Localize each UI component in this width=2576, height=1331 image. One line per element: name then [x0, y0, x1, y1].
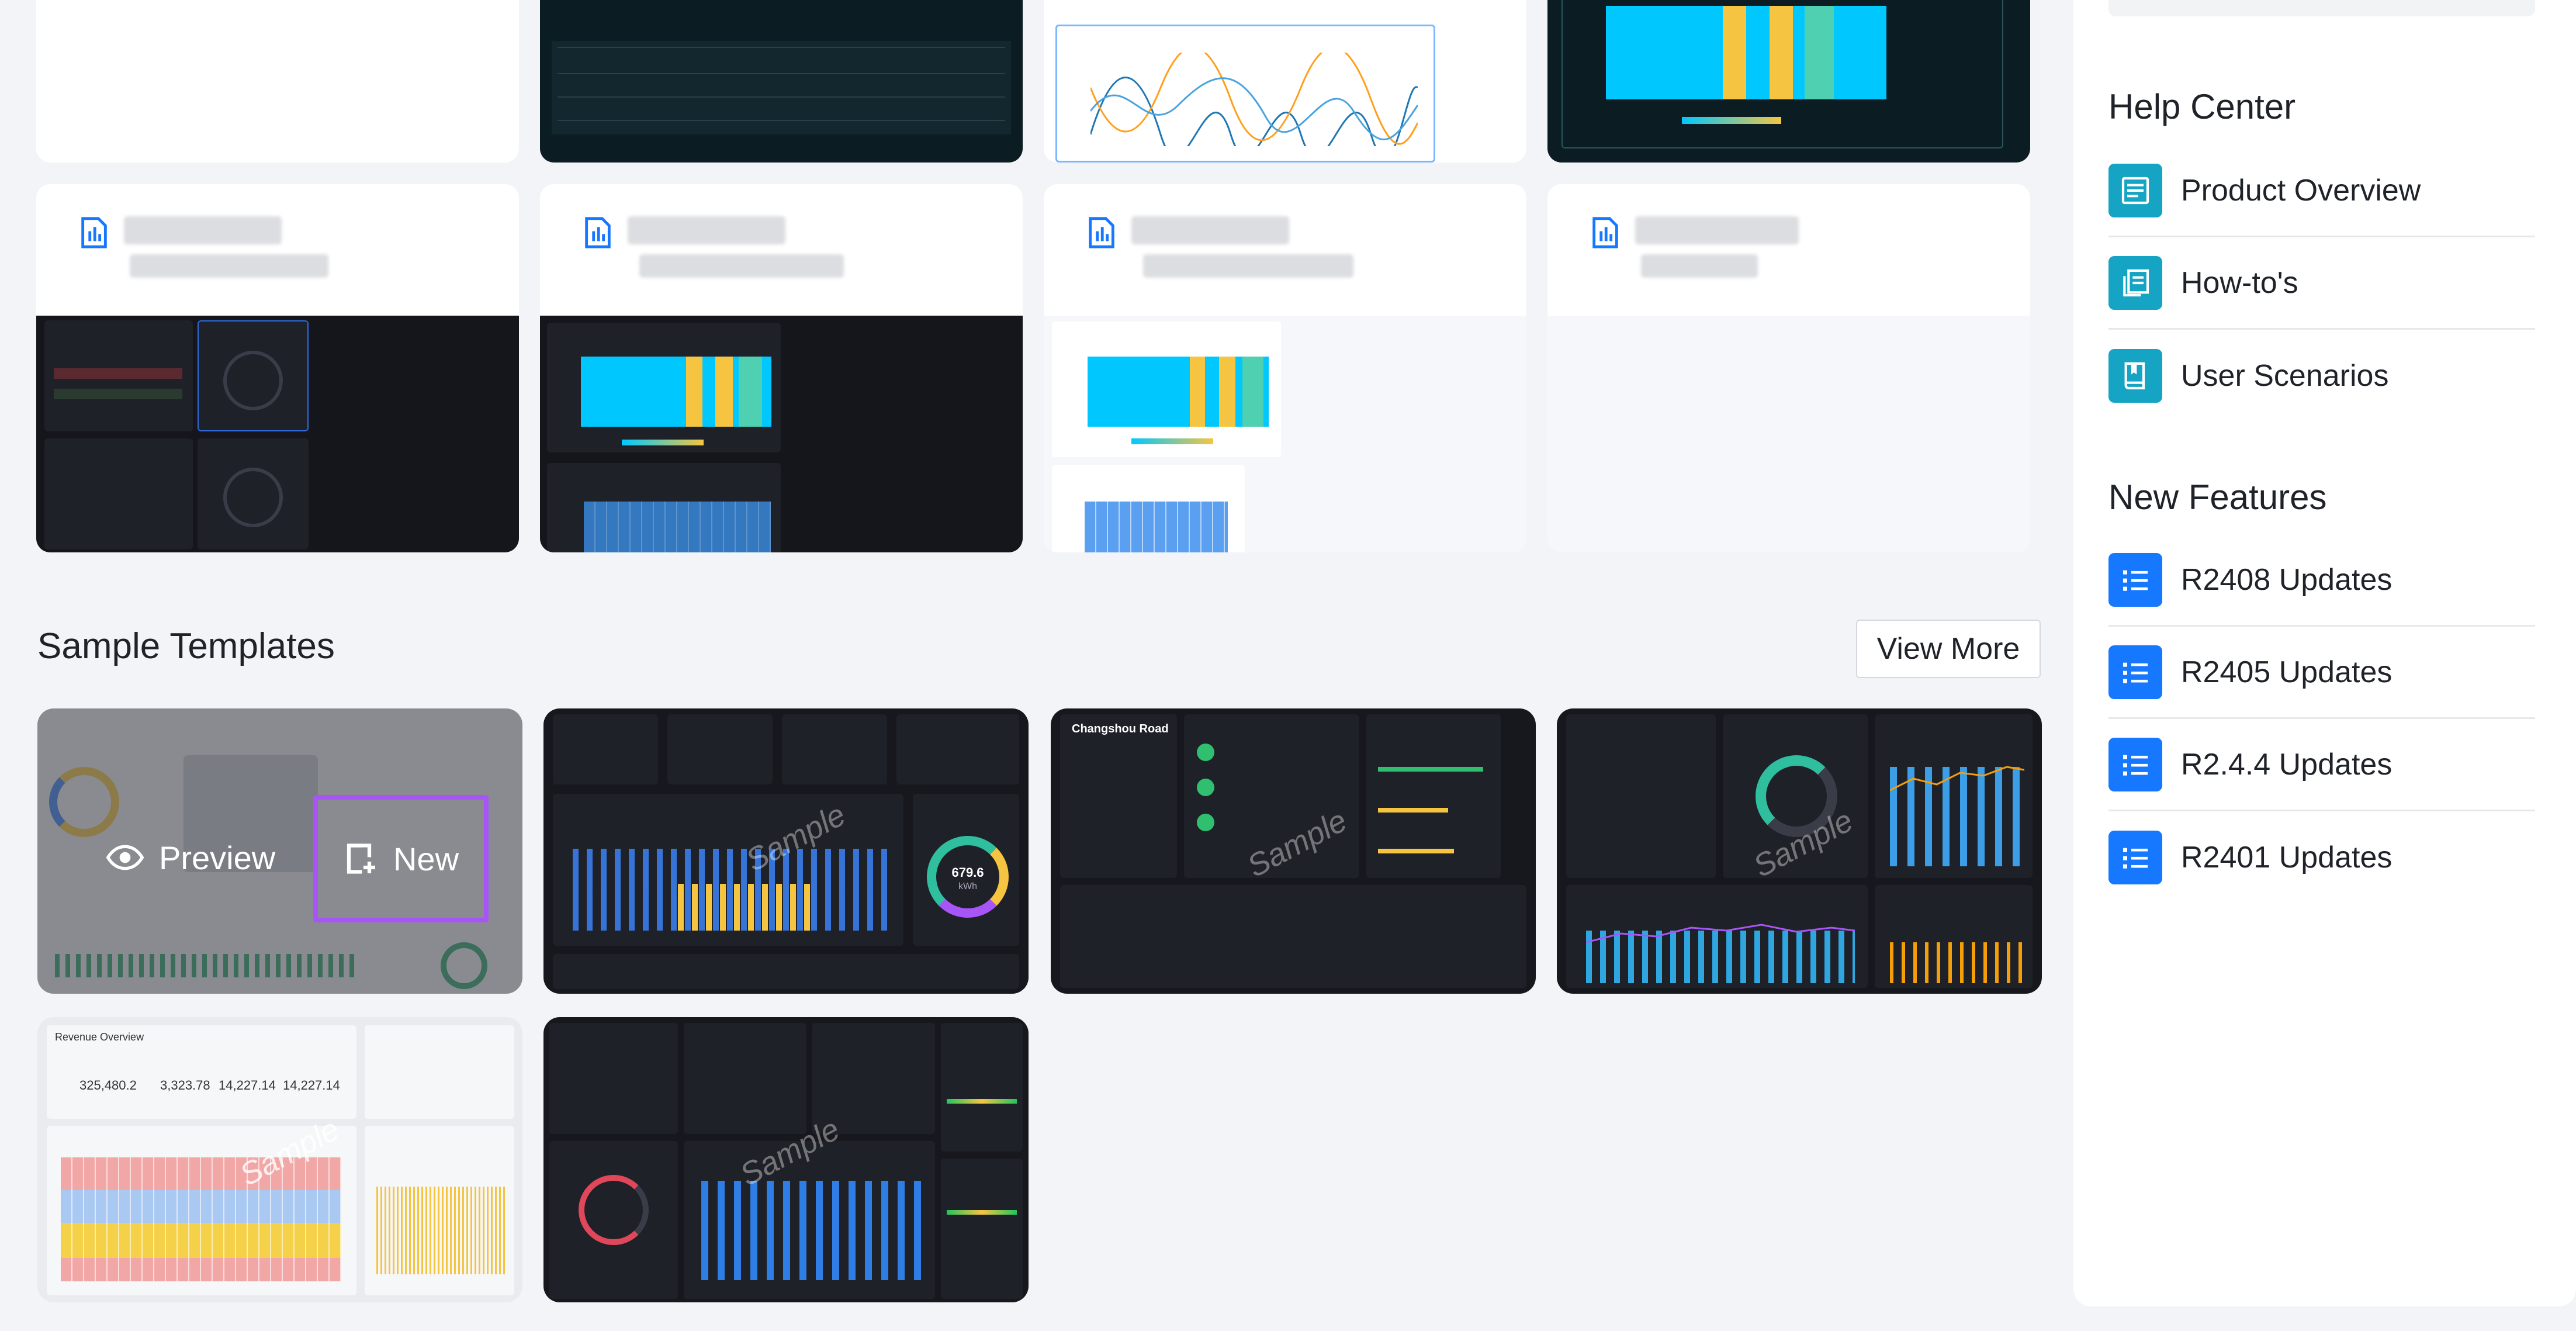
line-chart-thumbnail [1090, 53, 1418, 146]
help-item-label: Product Overview [2181, 173, 2421, 208]
feature-item-label: R2.4.4 Updates [2181, 747, 2393, 782]
help-item-label: How-to's [2181, 265, 2298, 300]
kpi-value-2: 3,323.78 [160, 1078, 210, 1093]
template-heading: Changshou Road [1072, 722, 1169, 735]
block-grid-thumbnail [61, 1157, 341, 1190]
feature-item-r2405[interactable]: R2405 Updates [2108, 627, 2535, 719]
report-card-top-2[interactable] [540, 0, 1023, 163]
feature-item-r244[interactable]: R2.4.4 Updates [2108, 719, 2535, 811]
help-item-user-scenarios[interactable]: User Scenarios [2108, 330, 2535, 422]
gauge-unit: kWh [958, 881, 977, 891]
kpi-value-3: 14,227.14 [219, 1078, 276, 1093]
report-card-2[interactable] [540, 184, 1023, 552]
copy-pages-icon [2108, 255, 2162, 310]
list-icon [2108, 645, 2162, 699]
help-item-label: User Scenarios [2181, 359, 2389, 393]
document-lines-icon [2108, 163, 2162, 217]
kpi-value-1: 325,480.2 [79, 1078, 137, 1093]
help-item-product-overview[interactable]: Product Overview [2108, 145, 2535, 237]
report-card-4[interactable] [1547, 184, 2030, 552]
feature-item-r2408[interactable]: R2408 Updates [2108, 534, 2535, 627]
gauge-value: 679.6 [951, 865, 984, 880]
report-card-top-3[interactable] [1044, 0, 1526, 163]
help-item-how-tos[interactable]: How-to's [2108, 237, 2535, 330]
report-card-1[interactable] [36, 184, 519, 552]
book-icon [2108, 349, 2162, 403]
eye-icon [106, 845, 144, 870]
new-features-title: New Features [2108, 478, 2327, 517]
right-sidebar: Help Center Product Overview How-to's Us… [2073, 0, 2576, 1306]
report-card-3[interactable] [1044, 184, 1526, 552]
report-chart-icon [585, 217, 611, 248]
sample-template-5[interactable]: Revenue Overview 325,480.2 3,323.78 14,2… [37, 1017, 522, 1302]
add-document-icon [347, 843, 375, 874]
ring-gauge-thumbnail [579, 1175, 649, 1245]
feature-item-label: R2405 Updates [2181, 655, 2393, 689]
report-chart-icon [1592, 217, 1618, 248]
report-chart-icon [1089, 217, 1114, 248]
help-center-title: Help Center [2108, 87, 2296, 126]
feature-item-label: R2408 Updates [2181, 562, 2393, 597]
feature-item-label: R2401 Updates [2181, 841, 2393, 874]
list-icon [2108, 831, 2162, 884]
kpi-value-4: 14,227.14 [283, 1078, 340, 1093]
report-card-top-4[interactable] [1547, 0, 2030, 163]
new-label: New [393, 840, 459, 877]
sample-template-3[interactable]: Changshou Road Sample [1051, 708, 1536, 994]
list-icon [2108, 737, 2162, 791]
sample-template-2[interactable]: 679.6 kWh Sample [543, 708, 1029, 994]
template-heading: Revenue Overview [55, 1031, 144, 1043]
view-more-button[interactable]: View More [1856, 620, 2041, 678]
template-hover-overlay [37, 708, 522, 994]
sample-template-4[interactable]: Sample [1557, 708, 2042, 994]
sample-template-1[interactable]: Preview New [37, 708, 522, 994]
report-card-top-1[interactable] [36, 0, 519, 163]
sample-template-6[interactable]: Sample [543, 1017, 1029, 1302]
report-chart-icon [81, 217, 107, 248]
preview-label: Preview [159, 839, 276, 876]
sample-templates-title: Sample Templates [37, 626, 335, 666]
list-icon [2108, 552, 2162, 607]
preview-button[interactable]: Preview [106, 831, 275, 884]
feature-item-r2401[interactable]: R2401 Updates [2108, 811, 2535, 904]
main-content: Sample Templates View More Preview New 6… [36, 0, 2042, 1302]
new-from-template-button[interactable]: New [313, 795, 489, 922]
